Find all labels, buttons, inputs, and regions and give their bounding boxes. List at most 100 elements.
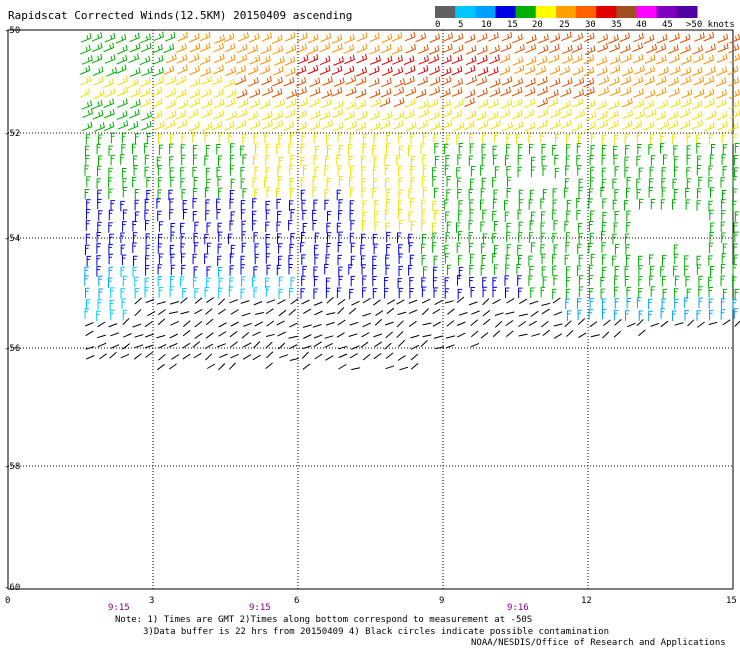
wind-barb [469, 199, 474, 210]
wind-barb [668, 76, 679, 87]
wind-barb [356, 53, 368, 64]
wind-barb [442, 43, 453, 54]
wind-barb [98, 210, 103, 221]
wind-barb [418, 55, 429, 65]
wind-barb [710, 266, 715, 277]
wind-barb [144, 321, 153, 328]
wind-barb [433, 133, 438, 145]
wind-barb [204, 233, 209, 245]
wind-barb [85, 244, 90, 256]
wind-barb [525, 77, 536, 88]
legend-swatch [555, 6, 577, 18]
wind-barb [103, 98, 115, 108]
wind-barb [517, 209, 523, 221]
wind-barb [213, 109, 225, 120]
wind-barb [109, 299, 115, 311]
wind-barb [589, 188, 594, 199]
wind-barb [170, 320, 179, 326]
wind-barb [435, 346, 445, 350]
wind-barb [645, 108, 657, 119]
wind-barb [272, 120, 283, 130]
wind-barb [147, 310, 156, 317]
wind-barb [489, 87, 501, 98]
wind-barb [96, 266, 101, 277]
wind-barb [252, 331, 261, 337]
wind-barb [373, 333, 383, 338]
wind-barb [684, 255, 689, 266]
wind-barb [505, 287, 510, 298]
wind-barb [338, 145, 344, 156]
wind-barb [216, 166, 221, 178]
wind-barb [451, 65, 463, 76]
wind-barb [542, 189, 548, 200]
wind-barb [694, 32, 705, 42]
wind-barb [480, 188, 486, 199]
wind-barb [398, 220, 404, 231]
wind-barb [576, 198, 581, 209]
wind-barb [386, 244, 391, 255]
wind-barb [733, 308, 739, 319]
wind-barb [588, 275, 594, 286]
wind-barb [182, 288, 187, 299]
wind-barb [189, 32, 200, 43]
wind-barb [493, 154, 498, 166]
wind-barb [85, 330, 94, 337]
wind-barb [277, 331, 286, 337]
wind-barb [488, 99, 499, 109]
wind-barb [564, 221, 569, 232]
wind-barb [157, 243, 163, 254]
wind-barb [576, 155, 581, 166]
wind-barb [200, 67, 211, 77]
wind-barb [481, 143, 486, 155]
wind-barb [350, 345, 360, 350]
wind-barb [193, 154, 198, 166]
wind-barb [584, 45, 596, 55]
wind-barb [80, 44, 91, 55]
wind-barb [638, 167, 644, 179]
wind-barb [108, 145, 113, 157]
wind-barb [322, 76, 333, 86]
wind-barb [446, 189, 451, 200]
wind-barb [633, 99, 645, 109]
wind-barb [477, 66, 489, 77]
wind-barb [217, 255, 222, 267]
wind-barb [446, 176, 451, 187]
wind-barb [505, 311, 515, 315]
wind-barb [728, 100, 740, 110]
wind-barb [471, 310, 480, 315]
wind-barb [562, 54, 573, 64]
wind-barb [133, 255, 138, 267]
wind-barb [85, 145, 90, 157]
wind-barb [264, 132, 269, 143]
wind-barb [170, 223, 175, 234]
wind-barb [261, 75, 272, 86]
wind-barb [524, 87, 536, 97]
wind-barb [494, 166, 500, 177]
wind-barb [301, 351, 309, 359]
wind-barb [627, 322, 636, 328]
wind-barb [626, 254, 631, 266]
wind-barb [127, 121, 139, 131]
wind-barb [536, 119, 548, 130]
wind-barb [226, 111, 237, 121]
wind-barb [362, 133, 368, 145]
legend-label: 35 [611, 20, 622, 30]
wind-barb [685, 276, 690, 287]
wind-barb [588, 309, 594, 320]
y-label: -54 [4, 234, 20, 244]
wind-barb [512, 77, 524, 88]
wind-barb [129, 42, 141, 53]
wind-barb [422, 165, 428, 176]
wind-barb [589, 221, 594, 232]
wind-barb [276, 143, 281, 155]
wind-barb [649, 254, 654, 265]
wind-barb [393, 97, 405, 108]
wind-barb [116, 44, 128, 55]
wind-barb [361, 264, 366, 275]
wind-barb [477, 87, 488, 98]
wind-barb [309, 77, 321, 88]
wind-barb [248, 77, 259, 87]
wind-barb [576, 209, 581, 221]
wind-barb [300, 242, 305, 253]
wind-barb [128, 109, 140, 119]
